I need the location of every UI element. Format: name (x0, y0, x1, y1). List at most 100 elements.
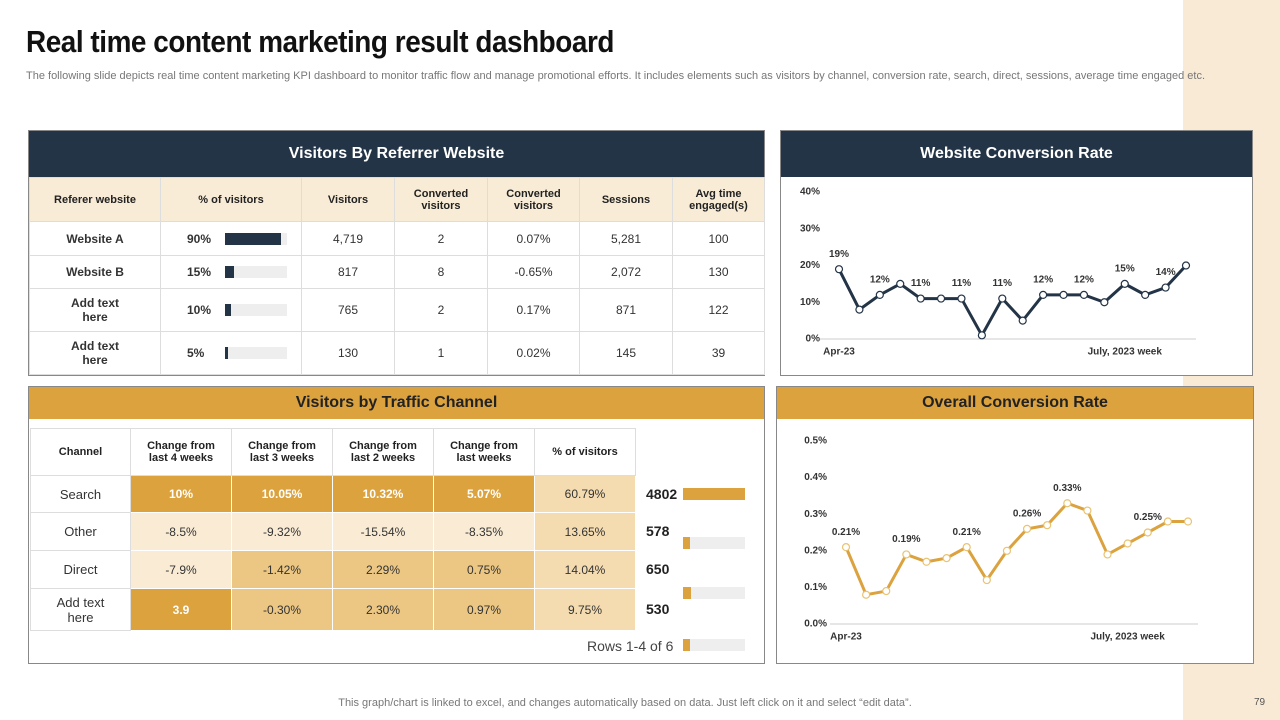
referrer-table: Referer website% of visitors Visitors Conv… (29, 177, 765, 375)
bar-track (683, 537, 745, 549)
cell: 5% (160, 331, 302, 375)
bar-track (683, 639, 745, 651)
pct-cell: 90% (165, 232, 297, 246)
cell: 15% (160, 255, 302, 289)
x-tick-label: Apr-23 (830, 632, 862, 643)
point (834, 265, 844, 274)
point (862, 590, 871, 599)
pct-label: 90% (187, 231, 212, 246)
header-row: Channel Change from last 4 weeks Change fr… (30, 428, 636, 476)
bar-track (225, 347, 287, 359)
value-label: 12% (1033, 275, 1053, 286)
cell: 130 (301, 331, 395, 375)
pct-cell: 10% (165, 303, 297, 317)
y-tick-label: 30% (800, 223, 820, 234)
cell: Add text here (29, 331, 161, 375)
cell: Add text here (30, 588, 131, 631)
visitor-count: 650 (646, 561, 670, 577)
point (855, 305, 864, 314)
cell: 13.65% (534, 512, 636, 551)
value-label: 0.21% (832, 527, 860, 538)
point (1002, 546, 1012, 555)
point (936, 294, 946, 303)
conversion-panel: Website Conversion Rate (780, 130, 1253, 376)
cell: 3.9 (130, 588, 232, 631)
cell: 0.07% (487, 221, 580, 256)
column-header: Channel (30, 428, 131, 476)
value-label: 12% (1074, 275, 1094, 286)
pct-cell: 5% (165, 346, 297, 360)
bar (225, 266, 235, 278)
cell: -8.5% (130, 512, 232, 551)
cell: 130 (672, 255, 765, 289)
point (1043, 521, 1052, 530)
cell: 9.75% (534, 588, 636, 631)
value-label: 19% (829, 249, 849, 260)
y-tick-label: 40% (800, 187, 820, 198)
point (1163, 517, 1172, 526)
point (896, 279, 905, 288)
bar (683, 537, 691, 549)
point (1083, 506, 1092, 515)
bar (225, 232, 281, 245)
column-header: Change from last 3 weeks (231, 428, 333, 476)
y-tick-label: 0.1% (804, 582, 827, 593)
point (1161, 283, 1170, 292)
visitor-count: 4802 (646, 485, 678, 502)
bar-track (225, 232, 287, 245)
cell: -8.35% (433, 512, 535, 551)
point (998, 294, 1007, 303)
value-label: 0.26% (1013, 508, 1041, 519)
pct-label: 10% (187, 303, 212, 317)
value-label: 0.33% (1053, 483, 1081, 494)
pagination: Rows 1-4 of 6 (587, 638, 674, 654)
bar (683, 587, 692, 599)
value-label: 11% (952, 278, 972, 289)
y-tick-label: 0.5% (804, 436, 827, 447)
value-label: 11% (993, 278, 1013, 289)
point (1022, 524, 1032, 533)
pct-label: 15% (187, 265, 212, 279)
cell: 871 (579, 288, 673, 332)
cell: Website B (29, 255, 161, 289)
row: Website A 90% 4,719 2 0.07% 5,281 100 (29, 221, 765, 256)
column-header: % of visitors (534, 428, 636, 476)
cell: 0.97% (433, 588, 535, 631)
value-label: 0.25% (1134, 512, 1162, 523)
point (977, 331, 986, 340)
bar-track (225, 304, 287, 316)
cell: 0.17% (487, 288, 580, 332)
point (1100, 298, 1109, 307)
value-label: 15% (1115, 264, 1135, 275)
cell: 1 (394, 331, 488, 375)
cell: -1.42% (231, 550, 333, 589)
referrer-panel: Visitors By Referrer Website Referer web… (28, 130, 765, 376)
point (1123, 539, 1132, 548)
cell: -9.32% (231, 512, 333, 551)
point (1141, 290, 1150, 299)
y-tick-label: 0.4% (804, 472, 827, 483)
value-label: 0.21% (953, 527, 981, 538)
cell: 2 (394, 221, 488, 256)
cell: 2,072 (579, 255, 673, 289)
pct-label: 5% (187, 346, 205, 360)
cell: 10% (130, 475, 232, 513)
panel-title: Overall Conversion Rate (777, 387, 1253, 419)
bar-track (683, 487, 745, 500)
row: Other -8.5% -9.32% -15.54% -8.35% 13.65% (30, 512, 636, 551)
title: Real time content marketing result dashb… (26, 24, 614, 59)
subtitle: The following slide depicts real time co… (26, 70, 1206, 82)
bar (683, 639, 690, 651)
point (1103, 550, 1112, 559)
bar-track (225, 266, 287, 278)
point (1018, 316, 1027, 325)
point (916, 294, 925, 303)
visitor-count: 530 (646, 601, 670, 617)
cell: 60.79% (534, 475, 636, 513)
point (1079, 290, 1089, 299)
row: Website B 15% 817 8 -0.65% 2,072 130 (29, 255, 765, 289)
value-label: 11% (911, 278, 931, 289)
y-tick-label: 0.2% (804, 545, 827, 556)
